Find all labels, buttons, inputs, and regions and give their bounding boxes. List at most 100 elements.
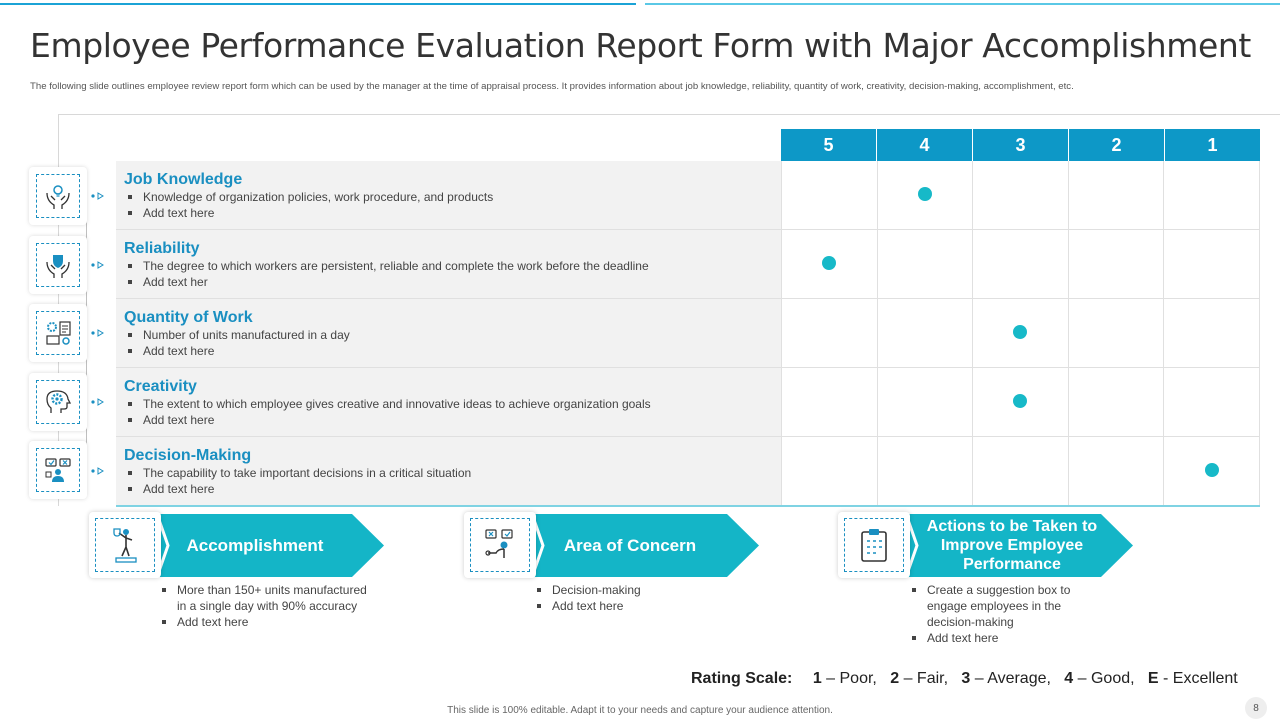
area-of-concern-list: Decision-making Add text here [533, 582, 743, 614]
clipboard-icon-tile [838, 512, 910, 578]
rating-cell-5[interactable] [781, 299, 878, 368]
rating-cell-2[interactable] [1068, 437, 1165, 506]
rating-cell-2[interactable] [1068, 161, 1165, 230]
scale-key: 4 [1064, 670, 1074, 687]
rating-header-2: 2 [1068, 129, 1164, 161]
rating-cell-3[interactable] [973, 368, 1069, 437]
person-thinking-icon [485, 529, 513, 558]
rating-cell-5[interactable] [781, 161, 878, 230]
criteria-title: Creativity [124, 378, 197, 395]
rating-cells [781, 161, 1260, 230]
trophy-person-icon [113, 528, 137, 563]
criteria-title: Quantity of Work [124, 309, 253, 326]
rating-cell-1[interactable] [1164, 437, 1260, 506]
scale-key: 1 [812, 670, 822, 687]
rating-header-3: 3 [972, 129, 1068, 161]
criteria-text: Creativity The extent to which employee … [116, 368, 781, 437]
page-title: Employee Performance Evaluation Report F… [30, 26, 1251, 65]
list-item: Add text here [908, 630, 1108, 646]
scale-text: – Fair, [899, 670, 949, 687]
rating-header-5: 5 [781, 129, 876, 161]
rating-cell-1[interactable] [1164, 230, 1260, 299]
rating-cell-5[interactable] [781, 230, 878, 299]
rating-cell-1[interactable] [1164, 368, 1260, 437]
list-item: Add text here [533, 598, 743, 614]
criteria-text: Quantity of Work Number of units manufac… [116, 299, 781, 368]
criteria-row-creativity: Creativity The extent to which employee … [116, 368, 1260, 437]
criteria-title: Reliability [124, 240, 200, 257]
criteria-row-decision-making: Decision-Making The capability to take i… [116, 437, 1260, 506]
rating-dot [822, 256, 837, 270]
scale-text: – Poor, [821, 670, 877, 687]
rating-cell-1[interactable] [1164, 161, 1260, 230]
rating-cells [781, 368, 1260, 437]
rating-dot [1204, 463, 1219, 477]
banner-title: Accomplishment [186, 536, 324, 555]
hands-lightbulb-icon-tile [29, 167, 87, 225]
criteria-bullet: Add text here [124, 343, 781, 359]
rating-cell-2[interactable] [1068, 368, 1165, 437]
list-item: Decision-making [533, 582, 743, 598]
criteria-title: Decision-Making [124, 447, 252, 464]
criteria-bullet: Add text her [124, 274, 781, 290]
hands-shield-icon-tile [29, 236, 87, 294]
rating-cell-4[interactable] [877, 437, 974, 506]
page-number: 8 [1245, 697, 1267, 719]
criteria-table: Job Knowledge Knowledge of organization … [116, 161, 1260, 506]
criteria-title: Job Knowledge [124, 171, 243, 188]
rating-cell-5[interactable] [781, 368, 878, 437]
rating-cell-5[interactable] [781, 437, 878, 506]
person-choices-icon [45, 458, 71, 482]
criteria-bullet: Add text here [124, 412, 781, 428]
criteria-row-reliability: Reliability The degree to which workers … [116, 230, 1260, 299]
criteria-bullet: The capability to take important decisio… [124, 465, 781, 481]
criteria-text: Decision-Making The capability to take i… [116, 437, 781, 506]
list-item: Add text here [158, 614, 368, 630]
rating-dot [917, 187, 932, 201]
accomplishment-banner: Accomplishment [94, 514, 384, 577]
list-item: More than 150+ units manufactured in a s… [158, 582, 368, 614]
rating-cell-4[interactable] [877, 299, 974, 368]
criteria-bullet: The extent to which employee gives creat… [124, 396, 781, 412]
frame-top-rule [58, 114, 1280, 115]
rating-cell-4[interactable] [877, 230, 974, 299]
scale-key: E [1147, 670, 1159, 687]
rating-cells [781, 299, 1260, 368]
scale-text: – Average, [970, 670, 1051, 687]
rating-cell-4[interactable] [877, 161, 974, 230]
actions-banner: Actions to be Taken to Improve Employee … [843, 514, 1133, 577]
scale-text: – Good, [1073, 670, 1135, 687]
hands-lightbulb-icon [46, 185, 70, 209]
top-rule-left [0, 3, 636, 5]
list-item: Create a suggestion box to engage employ… [908, 582, 1108, 630]
criteria-bullet: Add text here [124, 481, 781, 497]
rating-dot [1013, 325, 1028, 339]
rating-dot [1013, 394, 1028, 408]
rating-header-4: 4 [876, 129, 972, 161]
rating-cell-4[interactable] [877, 368, 974, 437]
rating-cell-3[interactable] [973, 230, 1069, 299]
criteria-row-quantity-of-work: Quantity of Work Number of units manufac… [116, 299, 1260, 368]
hands-shield-icon [46, 255, 70, 278]
rating-cells [781, 437, 1260, 506]
scale-key: 2 [890, 670, 900, 687]
rating-cells [781, 230, 1260, 299]
rating-cell-2[interactable] [1068, 230, 1165, 299]
scale-key: 3 [961, 670, 971, 687]
criteria-bullet: The degree to which workers are persiste… [124, 258, 781, 274]
criteria-row-job-knowledge: Job Knowledge Knowledge of organization … [116, 161, 1260, 230]
rating-cell-3[interactable] [973, 299, 1069, 368]
criteria-text: Reliability The degree to which workers … [116, 230, 781, 299]
row-pointer-icon [91, 398, 104, 406]
page-subtitle: The following slide outlines employee re… [30, 81, 1074, 92]
rating-header: 5 4 3 2 1 [781, 129, 1260, 161]
rating-cell-3[interactable] [973, 161, 1069, 230]
rating-cell-3[interactable] [973, 437, 1069, 506]
rating-cell-1[interactable] [1164, 299, 1260, 368]
row-pointer-icon [91, 329, 104, 337]
rating-cell-2[interactable] [1068, 299, 1165, 368]
rating-scale: Rating Scale: 1 – Poor, 2 – Fair, 3 – Av… [691, 670, 1238, 688]
criteria-bullet: Add text here [124, 205, 781, 221]
gear-document-icon-tile [29, 304, 87, 362]
criteria-text: Job Knowledge Knowledge of organization … [116, 161, 781, 230]
